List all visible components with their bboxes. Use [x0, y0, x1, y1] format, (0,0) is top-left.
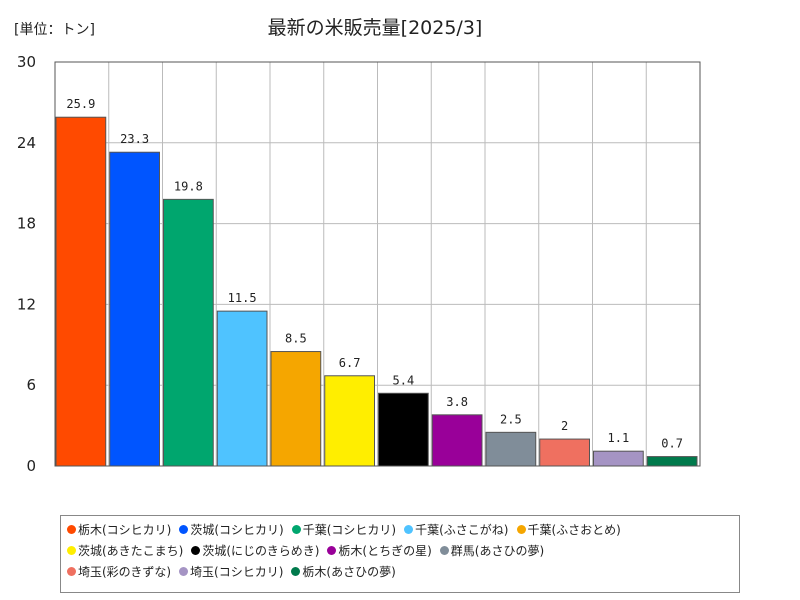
legend-label: 栃木(あさひの夢)	[302, 565, 396, 579]
legend-swatch	[516, 525, 526, 534]
y-tick-label: 24	[17, 134, 36, 152]
legend-item: 栃木(コシヒカリ)	[67, 520, 171, 541]
data-label: 19.8	[174, 179, 203, 193]
legend-swatch	[179, 567, 189, 576]
legend-row: 埼玉(彩のきずな) 埼玉(コシヒカリ) 栃木(あさひの夢)	[67, 562, 733, 583]
bars	[55, 116, 698, 467]
legend-label: 茨城(あきたこまち)	[78, 544, 184, 558]
legend-label: 千葉(ふさこがね)	[415, 523, 509, 537]
legend-label: 茨城(コシヒカリ)	[190, 523, 284, 537]
legend-item: 千葉(コシヒカリ)	[291, 520, 397, 541]
legend-swatch	[291, 525, 301, 534]
legend: 栃木(コシヒカリ) 茨城(コシヒカリ) 千葉(コシヒカリ) 千葉(ふさこがね) 千葉(ふ…	[60, 515, 740, 593]
legend-swatch	[67, 546, 76, 555]
data-label: 3.8	[446, 395, 468, 409]
data-label: 25.9	[66, 97, 95, 111]
bar	[55, 116, 107, 467]
legend-swatch	[291, 567, 301, 576]
bar	[539, 438, 590, 467]
legend-item: 千葉(ふさこがね)	[404, 520, 509, 541]
legend-item: 千葉(ふさおとめ)	[516, 520, 621, 541]
y-tick-label: 30	[17, 53, 36, 71]
data-label: 8.5	[285, 332, 307, 346]
data-label: 2	[561, 419, 568, 433]
bar	[216, 310, 268, 467]
y-tick-label: 12	[17, 295, 36, 313]
data-label: 2.5	[500, 412, 522, 426]
legend-label: 群馬(あさひの夢)	[450, 544, 545, 558]
data-label: 1.1	[608, 431, 630, 445]
chart-title: 最新の米販売量[2025/3]	[268, 17, 483, 39]
legend-swatch	[67, 567, 76, 576]
legend-item: 群馬(あさひの夢)	[439, 541, 545, 562]
data-label: 23.3	[120, 132, 149, 146]
data-label: 6.7	[339, 356, 361, 370]
gridlines	[55, 62, 700, 466]
bar	[378, 392, 429, 467]
data-labels: 25.9 23.3 19.8 11.5 8.5 6.7 5.4 3.8 2.5 2 1.1 0.7	[66, 97, 683, 450]
legend-label: 千葉(コシヒカリ)	[302, 523, 397, 537]
legend-row: 茨城(あきたこまち) 茨城(にじのきらめき) 栃木(とちぎの星) 群馬(あさひの夢)	[67, 541, 733, 562]
bar	[646, 456, 698, 467]
legend-label: 埼玉(彩のきずな)	[78, 565, 172, 579]
legend-swatch	[67, 525, 76, 534]
bar	[485, 431, 537, 467]
bar	[324, 375, 375, 467]
bar	[163, 198, 214, 467]
legend-item: 茨城(あきたこまち)	[67, 541, 183, 562]
legend-item: 栃木(とちぎの星)	[327, 541, 432, 562]
bar	[593, 450, 644, 467]
legend-label: 栃木(とちぎの星)	[338, 544, 432, 558]
data-label: 11.5	[228, 291, 257, 305]
plot-frame	[54, 61, 701, 467]
legend-swatch	[439, 546, 449, 555]
bar	[270, 351, 322, 467]
legend-item: 埼玉(彩のきずな)	[67, 562, 171, 583]
y-axis-ticks: 0 6 12 18 24 30	[17, 53, 36, 475]
legend-swatch	[327, 546, 337, 555]
legend-row: 栃木(コシヒカリ) 茨城(コシヒカリ) 千葉(コシヒカリ) 千葉(ふさこがね) 千葉(ふ…	[67, 520, 733, 541]
bar	[431, 414, 483, 467]
legend-item: 茨城(コシヒカリ)	[179, 520, 284, 541]
legend-swatch	[191, 546, 201, 555]
data-label: 5.4	[393, 373, 415, 387]
legend-swatch	[404, 525, 414, 534]
legend-label: 千葉(ふさおとめ)	[527, 523, 621, 537]
legend-label: 栃木(コシヒカリ)	[78, 523, 172, 537]
legend-label: 埼玉(コシヒカリ)	[190, 565, 284, 579]
y-tick-label: 6	[26, 376, 36, 394]
legend-label: 茨城(にじのきらめき)	[202, 544, 320, 558]
y-tick-label: 18	[17, 215, 36, 233]
legend-swatch	[179, 525, 189, 534]
data-label: 0.7	[661, 437, 683, 451]
bar	[109, 151, 160, 467]
legend-item: 埼玉(コシヒカリ)	[179, 562, 283, 583]
unit-label: [単位：トン]	[14, 22, 95, 38]
y-tick-label: 0	[26, 457, 36, 475]
legend-item: 栃木(あさひの夢)	[291, 562, 396, 583]
legend-item: 茨城(にじのきらめき)	[191, 541, 319, 562]
